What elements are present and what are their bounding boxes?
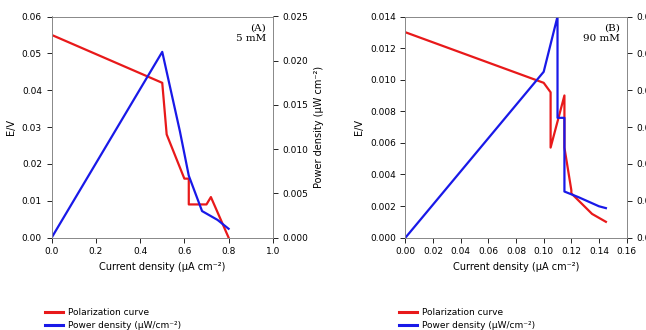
Legend: Polarization curve, Power density (μW/cm⁻²): Polarization curve, Power density (μW/cm… <box>45 309 181 330</box>
Legend: Polarization curve, Power density (μW/cm⁻²): Polarization curve, Power density (μW/cm… <box>399 309 535 330</box>
Y-axis label: Power density (μW cm⁻²): Power density (μW cm⁻²) <box>314 66 324 188</box>
Y-axis label: E/V: E/V <box>6 119 16 135</box>
Text: (A)
5 mM: (A) 5 mM <box>236 23 266 43</box>
Y-axis label: E/V: E/V <box>355 119 364 135</box>
Text: (B)
90 mM: (B) 90 mM <box>583 23 620 43</box>
X-axis label: Current density (μA cm⁻²): Current density (μA cm⁻²) <box>99 262 225 272</box>
X-axis label: Current density (μA cm⁻²): Current density (μA cm⁻²) <box>453 262 579 272</box>
